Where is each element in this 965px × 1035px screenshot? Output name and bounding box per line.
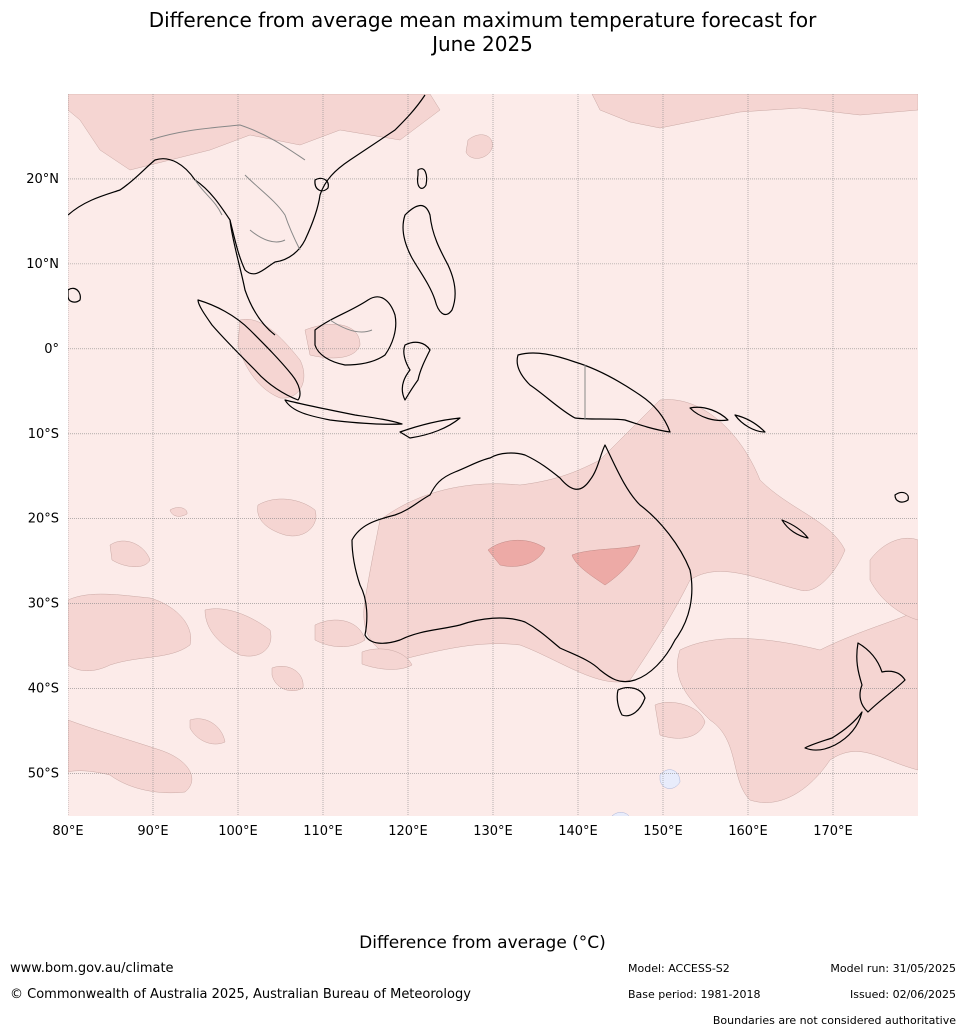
footer-model: Model: ACCESS-S2 xyxy=(628,962,730,975)
boundary-laos-vietnam xyxy=(244,174,301,251)
footer-model-run: Model run: 31/05/2025 xyxy=(830,962,956,975)
longitude-label: 150°E xyxy=(643,824,683,839)
coastline-fiji xyxy=(894,491,909,503)
anomaly-region-east-pacific xyxy=(869,537,918,621)
latitude-label: 30°S xyxy=(28,597,59,612)
latitude-label: 10°N xyxy=(26,257,59,272)
anomaly-core-west xyxy=(487,539,546,567)
title-line-1: Difference from average mean maximum tem… xyxy=(148,8,817,32)
longitude-labels: 80°E 90°E 100°E 110°E 120°E 130°E 140°E 150°E 16… xyxy=(52,824,852,839)
longitude-label: 170°E xyxy=(813,824,853,839)
latitude-label: 20°N xyxy=(26,172,59,187)
coastline-new-guinea xyxy=(516,352,671,433)
political-boundaries xyxy=(149,124,586,420)
longitude-label: 80°E xyxy=(52,824,83,839)
coastline-taiwan xyxy=(417,168,428,189)
latitude-label: 50°S xyxy=(28,767,59,782)
footer-base-period: Base period: 1981-2018 xyxy=(628,988,761,1001)
longitude-label: 130°E xyxy=(473,824,513,839)
anomaly-region-indian-7 xyxy=(189,718,226,745)
map-graticule xyxy=(68,94,918,816)
longitude-label: 140°E xyxy=(558,824,598,839)
anomaly-region-indian-6 xyxy=(271,666,304,691)
coastline-timor xyxy=(399,417,461,439)
coastline-solomon xyxy=(734,414,766,433)
anomaly-shading-cool xyxy=(611,769,681,816)
anomaly-cool-southern-ocean-2 xyxy=(611,812,630,816)
coastline-asia-mainland xyxy=(68,94,426,275)
anomaly-region-indian-2 xyxy=(109,540,151,567)
footer-copyright: © Commonwealth of Australia 2025, Austra… xyxy=(10,987,471,1002)
coastline-sumatra xyxy=(197,299,301,401)
coastline-java xyxy=(284,399,403,425)
coastline-sulawesi xyxy=(401,341,431,401)
anomaly-core-east xyxy=(571,544,641,586)
latitude-label: 40°S xyxy=(28,682,59,697)
coastline-malay-peninsula xyxy=(229,219,276,336)
coastline-new-zealand-south xyxy=(804,711,863,751)
anomaly-region-indian-1 xyxy=(257,498,317,537)
forecast-map: 20°N 10°N 0° 10°S 20°S 30°S 40°S 50°S 80°E 90°E 1… xyxy=(26,94,918,839)
anomaly-region-indian-5 xyxy=(361,648,413,670)
anomaly-region-northwest-pacific xyxy=(591,94,918,129)
anomaly-shading-2-to-3 xyxy=(487,539,641,586)
anomaly-region-southern-ocean-west xyxy=(68,719,193,794)
coastline-hainan xyxy=(314,177,329,192)
title-line-2: June 2025 xyxy=(432,32,533,56)
anomaly-region-philippine-sea-spot xyxy=(465,134,493,159)
footer-issued: Issued: 02/06/2025 xyxy=(849,988,956,1001)
anomaly-cool-southern-ocean xyxy=(659,769,681,789)
coastline-philippines xyxy=(402,205,456,315)
boundary-borneo xyxy=(329,319,373,333)
coastline-borneo xyxy=(314,296,397,366)
longitude-label: 110°E xyxy=(303,824,343,839)
anomaly-region-borneo xyxy=(304,324,361,359)
longitude-label: 90°E xyxy=(137,824,168,839)
coastline-new-britain xyxy=(689,406,729,422)
boundary-cambodia xyxy=(249,229,286,243)
latitude-label: 0° xyxy=(44,342,59,357)
map-plot-area xyxy=(68,94,918,816)
coastlines xyxy=(68,94,909,751)
longitude-label: 100°E xyxy=(218,824,258,839)
longitude-label: 160°E xyxy=(728,824,768,839)
latitude-label: 10°S xyxy=(28,427,59,442)
boundary-china-south xyxy=(149,124,306,161)
coastline-new-zealand-north xyxy=(856,642,906,713)
coastline-tasmania xyxy=(616,687,646,717)
boundary-myanmar-thailand xyxy=(194,179,223,216)
anomaly-region-indian-small xyxy=(169,507,188,517)
anomaly-region-indian-4 xyxy=(314,619,366,647)
coastline-new-caledonia xyxy=(781,519,809,539)
longitude-label: 120°E xyxy=(388,824,428,839)
colorbar-label: Difference from average (°C) xyxy=(359,933,606,953)
footer-website[interactable]: www.bom.gov.au/climate xyxy=(10,961,174,976)
anomaly-region-south-of-tasmania xyxy=(654,702,706,739)
anomaly-shading-1-to-2 xyxy=(68,94,918,803)
map-title: Difference from average mean maximum tem… xyxy=(0,8,965,56)
anomaly-region-tasman-nz xyxy=(677,609,918,803)
anomaly-region-south-china xyxy=(68,94,441,171)
coastline-australia xyxy=(351,444,693,683)
latitude-labels: 20°N 10°N 0° 10°S 20°S 30°S 40°S 50°S xyxy=(26,172,59,782)
anomaly-region-southwest-indian xyxy=(68,593,192,671)
footer-disclaimer: Boundaries are not considered authoritat… xyxy=(712,1014,956,1027)
coastline-sri-lanka xyxy=(68,287,81,303)
latitude-label: 20°S xyxy=(28,512,59,527)
